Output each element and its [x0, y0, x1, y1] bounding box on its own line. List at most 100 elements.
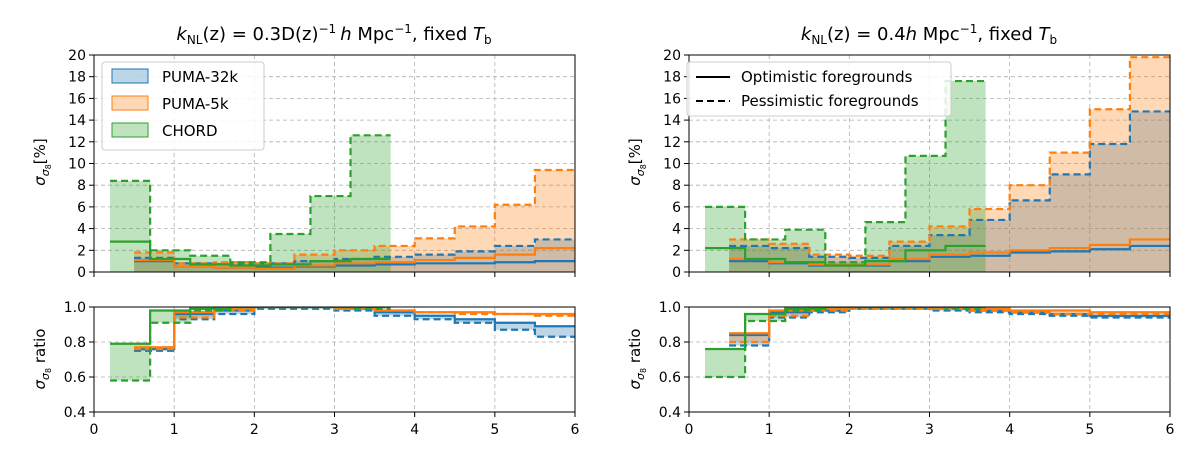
ytick-label: 4	[672, 222, 681, 238]
legend-right: Optimistic foregrounds Pessimistic foreg…	[686, 61, 952, 117]
band-chord	[705, 349, 746, 377]
ytick-label: 2	[77, 243, 86, 259]
band-puma-32k	[729, 335, 770, 346]
xtick-label: 3	[330, 422, 339, 438]
legend-label-pessimistic: Pessimistic foregrounds	[741, 92, 919, 110]
band-puma-5k	[1089, 109, 1130, 272]
xtick-label: 1	[170, 422, 179, 438]
xtick-label: 4	[1005, 422, 1014, 438]
band-chord	[745, 239, 786, 272]
title-left: kNL(z) = 0.3D(z)−1 h Mpc−1, fixed Tb	[176, 22, 491, 47]
ylabel-top-right: σσ8[%]	[626, 138, 648, 186]
ytick-label: 12	[68, 135, 86, 151]
panel-bottom-right: 0 1 2 3 4 5 6 0.4 0.6 0.8 1.0	[659, 300, 1175, 438]
xtick-label: 0	[90, 422, 99, 438]
band-puma-5k	[454, 226, 495, 272]
band-chord	[825, 262, 866, 272]
xtick-label: 2	[845, 422, 854, 438]
legend-swatch-puma32k	[111, 68, 149, 84]
ytick-label: 10	[663, 157, 681, 173]
band-puma-32k	[374, 312, 415, 316]
band-puma-32k	[494, 245, 535, 272]
ytick-label: 0.8	[64, 335, 86, 351]
line-pessimistic-chord	[705, 79, 986, 264]
legend-left: PUMA-32k PUMA-5k CHORD	[101, 61, 265, 151]
title-right: kNL(z) = 0.4h Mpc−1, fixed Tb	[801, 22, 1057, 47]
ytick-label: 4	[77, 222, 86, 238]
line-optimistic-puma-5k	[134, 247, 575, 270]
line-pessimistic-puma-32k	[729, 110, 1170, 259]
band-chord	[350, 135, 391, 272]
xtick-label: 5	[490, 422, 499, 438]
line-pessimistic-puma-5k	[134, 168, 575, 265]
ytick-label: 10	[68, 157, 86, 173]
xtick-label: 6	[1166, 422, 1175, 438]
ytick-label: 20	[68, 48, 86, 64]
legend-label-optimistic: Optimistic foregrounds	[741, 68, 913, 86]
band-puma-32k	[769, 312, 810, 318]
band-chord	[945, 81, 986, 272]
band-puma-5k	[534, 170, 575, 272]
xtick-label: 6	[571, 422, 580, 438]
band-puma-5k	[729, 333, 770, 342]
xtick-label: 3	[925, 422, 934, 438]
band-puma-5k	[1129, 57, 1170, 272]
ytick-label: 1.0	[659, 300, 681, 316]
legend-label-puma32k: PUMA-32k	[162, 68, 238, 86]
line-pessimistic-puma-32k	[729, 307, 1170, 347]
band-puma-5k	[1049, 152, 1090, 272]
ytick-label: 14	[663, 113, 681, 129]
ytick-label: 2	[672, 243, 681, 259]
panel-bottom-left: 0 1 2 3 4 5 6 0.4 0.6 0.8 1.0	[64, 300, 580, 438]
band-puma-32k	[454, 319, 495, 323]
ylabel-top-left: σσ8[%]	[31, 138, 53, 186]
ytick-label: 14	[68, 113, 86, 129]
band-puma-32k	[1009, 200, 1050, 272]
ytick-label: 16	[68, 91, 86, 107]
xtick-label: 0	[685, 422, 694, 438]
legend-label-chord: CHORD	[162, 122, 218, 140]
line-optimistic-chord	[110, 240, 391, 267]
band-puma-32k	[534, 326, 575, 337]
ytick-label: 0	[77, 265, 86, 281]
panel-top-left: 0 2 4 6 8 10 12 14 16 18 20	[68, 48, 576, 281]
line-pessimistic-chord	[110, 134, 391, 264]
ytick-label: 6	[672, 200, 681, 216]
ytick-label: 0.6	[659, 370, 681, 386]
band-puma-32k	[534, 239, 575, 272]
ytick-label: 18	[68, 70, 86, 86]
line-pessimistic-puma-5k	[729, 307, 1170, 344]
band-chord	[110, 180, 151, 272]
ylabel-bottom-right: σσ8 ratio	[626, 329, 648, 390]
ytick-label: 1.0	[64, 300, 86, 316]
band-puma-32k	[1089, 143, 1130, 272]
ytick-label: 0.8	[659, 335, 681, 351]
ytick-label: 0.6	[64, 370, 86, 386]
band-puma-5k	[494, 204, 535, 272]
ytick-label: 8	[672, 178, 681, 194]
ytick-label: 20	[663, 48, 681, 64]
legend-swatch-puma5k	[111, 95, 149, 111]
ytick-label: 0.4	[659, 405, 681, 421]
ytick-label: 16	[663, 91, 681, 107]
xtick-label: 2	[250, 422, 259, 438]
panel-top-right: 0 2 4 6 8 10 12 14 16 18 20	[663, 48, 1171, 281]
band-puma-32k	[494, 322, 535, 330]
legend-label-puma5k: PUMA-5k	[162, 95, 229, 113]
band-puma-5k	[1009, 185, 1050, 272]
band-puma-32k	[454, 251, 495, 272]
band-chord	[905, 155, 946, 272]
legend-swatch-chord	[111, 122, 149, 138]
ytick-label: 12	[663, 135, 681, 151]
ytick-label: 18	[663, 70, 681, 86]
band-puma-32k	[414, 315, 455, 320]
ylabel-bottom-left: σσ8 ratio	[31, 329, 53, 390]
line-pessimistic-puma-5k	[729, 56, 1170, 257]
band-puma-32k	[1049, 174, 1090, 272]
xtick-label: 4	[410, 422, 419, 438]
ytick-label: 0	[672, 265, 681, 281]
band-chord	[745, 314, 786, 321]
band-puma-32k	[769, 248, 810, 272]
band-puma-32k	[214, 310, 255, 314]
